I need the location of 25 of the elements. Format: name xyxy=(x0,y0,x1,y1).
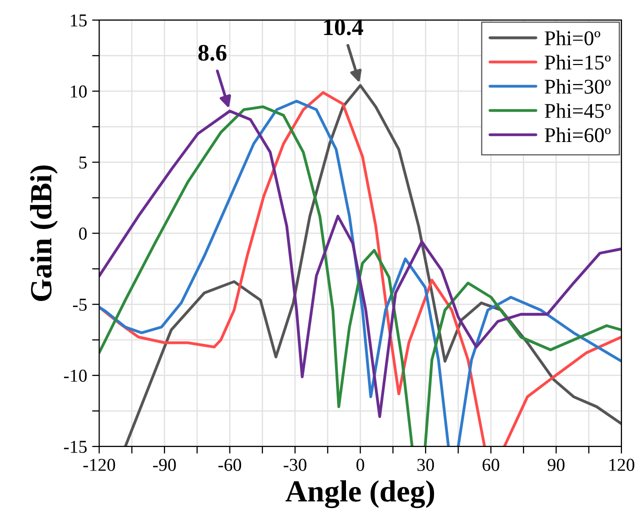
x-axis-title: Angle (deg) xyxy=(286,480,434,508)
legend-label: Phi=60º xyxy=(544,128,611,142)
y-tick-label: 10 xyxy=(70,85,87,98)
annotation: 8.6 xyxy=(198,44,226,61)
y-tick-label: -15 xyxy=(64,440,87,453)
x-tick-label: -120 xyxy=(83,458,116,471)
x-tick-label: 90 xyxy=(548,458,564,471)
y-axis-title: Gain (dBi) xyxy=(30,165,58,301)
y-tick-label: -5 xyxy=(73,298,87,311)
x-tick-label: 0 xyxy=(356,458,364,471)
y-tick-label: 15 xyxy=(70,14,87,27)
y-tick-label: 5 xyxy=(79,156,87,169)
x-tick-label: 60 xyxy=(482,458,500,471)
x-tick-label: -30 xyxy=(284,458,306,471)
x-tick-label: 30 xyxy=(417,458,434,471)
x-tick-label: -60 xyxy=(218,458,242,471)
y-tick-label: -10 xyxy=(64,370,87,382)
legend-label: Phi=30º xyxy=(544,79,611,94)
legend-label: Phi=0º xyxy=(544,30,600,46)
y-tick-label: 0 xyxy=(79,228,87,240)
legend-label: Phi=45º xyxy=(544,103,611,118)
x-tick-label: -90 xyxy=(153,458,176,471)
legend-label: Phi=15º xyxy=(544,54,611,70)
x-tick-label: 120 xyxy=(609,458,634,471)
annotation: 10.4 xyxy=(324,19,364,36)
